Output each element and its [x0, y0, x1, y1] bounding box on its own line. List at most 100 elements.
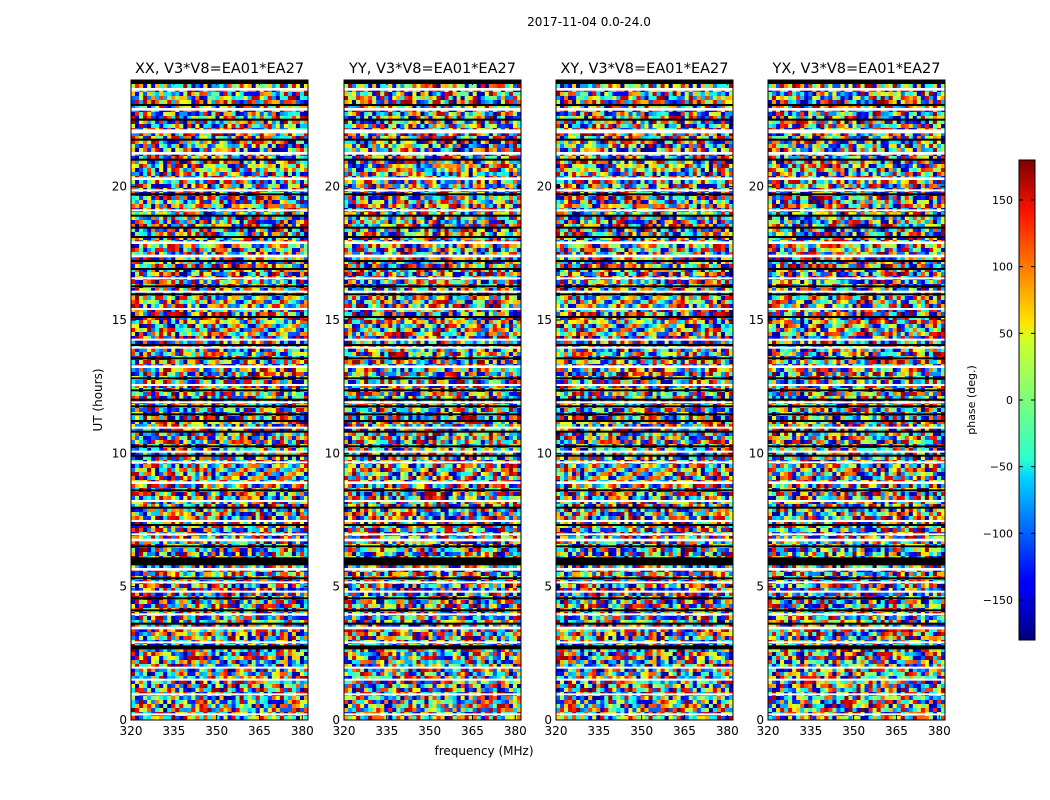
heatmap-cell [244, 220, 248, 224]
heatmap-cell [167, 148, 171, 152]
heatmap-cell [179, 168, 183, 172]
heatmap-cell [139, 272, 143, 276]
heatmap-cell [300, 92, 304, 96]
heatmap-cell [163, 172, 167, 176]
heatmap-cell [240, 172, 244, 176]
heatmap-cell [232, 200, 236, 204]
heatmap-cell [139, 92, 143, 96]
heatmap-cell [131, 264, 135, 268]
heatmap-cell [292, 220, 296, 224]
heatmap-cell [236, 184, 240, 188]
heatmap-cell [147, 248, 151, 252]
heatmap-cell [147, 84, 151, 88]
heatmap-cell [203, 272, 207, 276]
heatmap-cell [187, 196, 191, 200]
heatmap-cell [236, 100, 240, 104]
heatmap-cell [240, 220, 244, 224]
heatmap-cell [175, 204, 179, 208]
heatmap-cell [268, 172, 272, 176]
heatmap-cell [203, 100, 207, 104]
heatmap-cell [268, 92, 272, 96]
heatmap-cell [280, 172, 284, 176]
heatmap-cell [187, 200, 191, 204]
heatmap-cell [264, 144, 268, 148]
heatmap-cell [151, 96, 155, 100]
heatmap-cell [151, 172, 155, 176]
heatmap-cell [199, 144, 203, 148]
heatmap-cell [215, 248, 219, 252]
heatmap-cell [244, 272, 248, 276]
heatmap-cell [171, 172, 175, 176]
heatmap-cell [284, 112, 288, 116]
heatmap-cell [159, 200, 163, 204]
heatmap-cell [143, 180, 147, 184]
heatmap-cell [171, 164, 175, 168]
heatmap-cell [163, 164, 167, 168]
heatmap-cell [288, 92, 292, 96]
heatmap-cell [179, 144, 183, 148]
heatmap-cell [220, 112, 224, 116]
heatmap-cell [143, 200, 147, 204]
heatmap-cell [288, 196, 292, 200]
heatmap-cell [260, 168, 264, 172]
heatmap-cell [284, 148, 288, 152]
heatmap-cell [147, 96, 151, 100]
heatmap-cell [264, 264, 268, 268]
heatmap-cell [151, 92, 155, 96]
heatmap-cell [252, 220, 256, 224]
heatmap-cell [272, 84, 276, 88]
heatmap-cell [224, 96, 228, 100]
heatmap-cell [143, 280, 147, 284]
heatmap-cell [203, 92, 207, 96]
heatmap-cell [296, 172, 300, 176]
heatmap-cell [135, 196, 139, 200]
heatmap-cell [199, 220, 203, 224]
heatmap-cell [135, 220, 139, 224]
heatmap-cell [268, 100, 272, 104]
heatmap-cell [199, 96, 203, 100]
heatmap-cell [276, 168, 280, 172]
heatmap-cell [232, 180, 236, 184]
heatmap-cell [292, 124, 296, 128]
heatmap-cell [215, 220, 219, 224]
heatmap-cell [228, 220, 232, 224]
heatmap-cell [272, 220, 276, 224]
heatmap-cell [300, 232, 304, 236]
heatmap-cell [187, 220, 191, 224]
heatmap-cell [228, 84, 232, 88]
heatmap-cell [272, 96, 276, 100]
heatmap-cell [292, 280, 296, 284]
heatmap-cell [139, 280, 143, 284]
heatmap-cell [264, 92, 268, 96]
heatmap-cell [260, 172, 264, 176]
heatmap-cell [175, 96, 179, 100]
heatmap-cell [232, 272, 236, 276]
heatmap-cell [244, 172, 248, 176]
heatmap-cell [228, 244, 232, 248]
heatmap-cell [248, 112, 252, 116]
heatmap-cell [191, 96, 195, 100]
heatmap-cell [264, 124, 268, 128]
heatmap-cell [284, 164, 288, 168]
heatmap-cell [159, 184, 163, 188]
heatmap-cell [195, 204, 199, 208]
heatmap-cell [240, 144, 244, 148]
heatmap-cell [199, 184, 203, 188]
heatmap-cell [252, 144, 256, 148]
heatmap-cell [191, 272, 195, 276]
heatmap-cell [175, 280, 179, 284]
heatmap-cell [260, 248, 264, 252]
heatmap-cell [252, 248, 256, 252]
heatmap-cell [147, 172, 151, 176]
heatmap-cell [143, 220, 147, 224]
heatmap-cell [296, 144, 300, 148]
heatmap-cell [163, 280, 167, 284]
heatmap-cell [252, 168, 256, 172]
heatmap-cell [284, 264, 288, 268]
heatmap-cell [296, 124, 300, 128]
heatmap-cell [187, 164, 191, 168]
heatmap-cell [296, 280, 300, 284]
heatmap-cell [236, 148, 240, 152]
heatmap-cell [203, 264, 207, 268]
heatmap-cell [207, 280, 211, 284]
